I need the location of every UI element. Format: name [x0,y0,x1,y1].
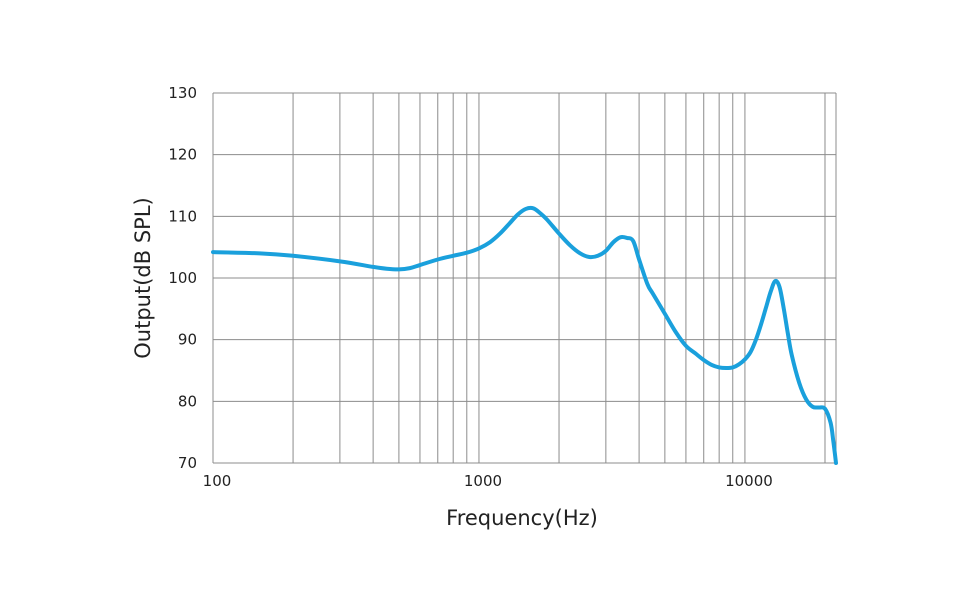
grid-layer [212,92,837,464]
tick-layer: 130 120 110 100 90 80 70 100 1000 10000 [168,84,772,490]
x-tick-label: 1000 [464,472,502,490]
y-tick-label: 70 [178,454,197,472]
y-tick-label: 80 [178,392,197,410]
y-tick-label: 90 [178,331,197,349]
y-tick-label: 100 [168,269,197,287]
y-axis-title: Output(dB SPL) [131,197,155,358]
y-tick-label: 130 [168,84,197,102]
y-tick-label: 120 [168,146,197,164]
y-tick-label: 110 [168,207,197,225]
x-tick-label: 100 [203,472,232,490]
x-tick-label: 10000 [725,472,773,490]
frequency-response-line [211,205,838,465]
x-axis-title: Frequency(Hz) [446,506,598,530]
series-layer [211,205,838,465]
